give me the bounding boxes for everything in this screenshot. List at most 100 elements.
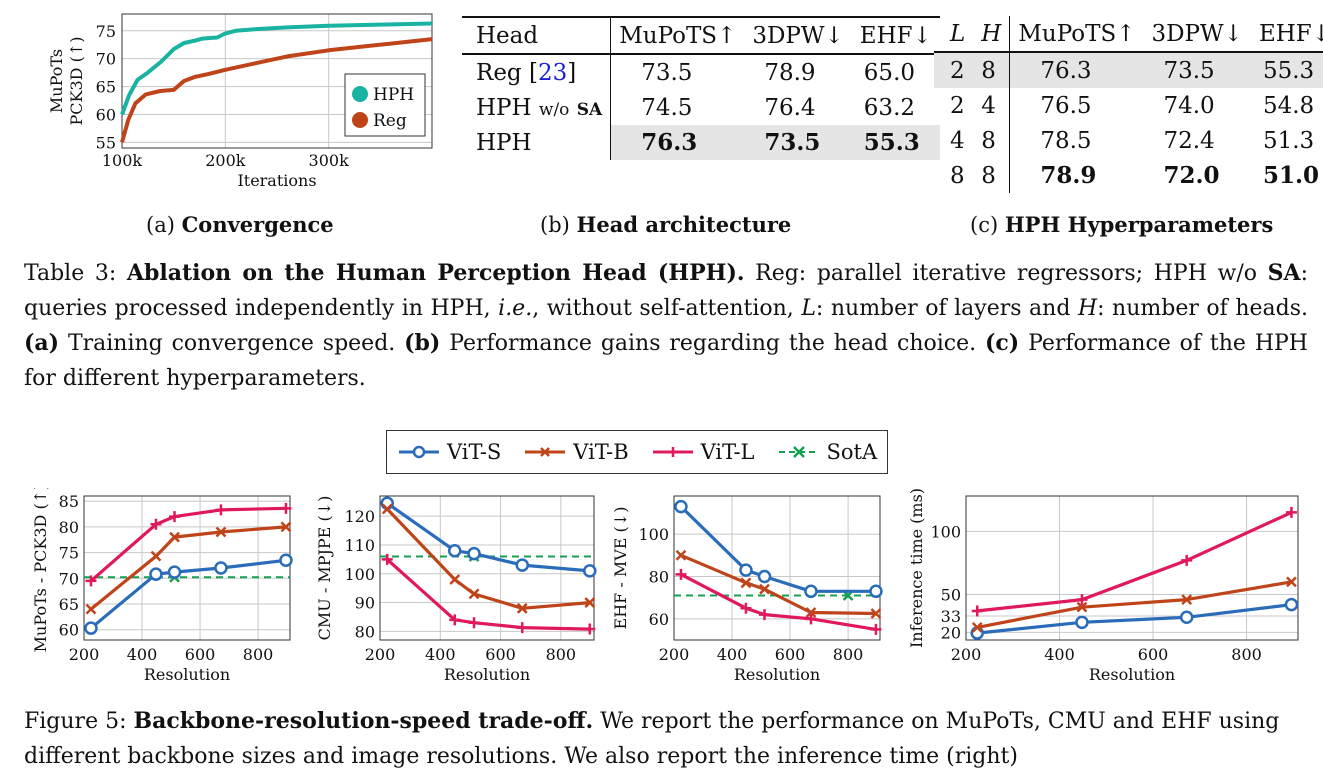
table3-caption: Table 3: Ablation on the Human Perceptio… [24, 256, 1308, 396]
data-point-vit-l [584, 623, 596, 635]
tc-cell: 55.3 [1262, 57, 1315, 84]
tc-cell: 78.5 [1009, 123, 1144, 158]
data-point-vit-l [468, 617, 480, 629]
x-axis-label: Resolution [444, 665, 530, 684]
mupots-chart: 60 65 70 75 80 85 200 400 600 800 Resolution MuPoTs… [31, 488, 293, 684]
caption-text: Performance gains regarding the head cho… [440, 331, 985, 356]
tb-header-mupots: MuPoTS↑ [610, 17, 745, 54]
x-tick-label: 400 [127, 645, 158, 664]
table-row: 4 8 78.5 72.4 51.3 [934, 123, 1323, 158]
y-axis-label: MuPoTs - PCK3D (↑) [31, 488, 50, 652]
tb-cell: 76.4 [764, 94, 816, 121]
plot-frame [965, 495, 1299, 641]
tc-cell: 8 [981, 127, 996, 154]
subcaption-b-label: (b) [540, 213, 570, 237]
data-point-vit-b [280, 521, 292, 533]
y-tick-label: 60 [649, 610, 669, 629]
series-line-vit-l [680, 572, 877, 631]
series-line-reg [120, 37, 433, 143]
x-tick-label: 600 [185, 645, 216, 664]
data-point-vit-l [150, 518, 162, 530]
data-point-vit-b [85, 603, 97, 615]
convergence-ylabel-1: MuPoTs [47, 49, 66, 113]
data-point-vit-l [169, 511, 181, 523]
x-axis-label: Resolution [144, 665, 230, 684]
tb-head-name: Reg [476, 59, 522, 86]
data-point-vit-s [214, 561, 228, 575]
caption-text: Performance of the HPH for different hyp… [24, 331, 1308, 391]
caption-text: : number of heads. [1097, 296, 1308, 321]
table-row: Reg [23] 73.5 78.9 65.0 [462, 54, 940, 90]
tc-cell: 74.0 [1163, 92, 1215, 119]
convergence-ylabel-2: PCK3D (↑) [67, 37, 86, 126]
y-tick-label: 20 [941, 623, 961, 642]
tc-cell: 51.0 [1262, 162, 1319, 189]
data-point-vit-b [449, 574, 461, 585]
legend-hph-marker [352, 86, 368, 102]
data-point-vit-l [280, 502, 292, 514]
y-tick-label: 80 [649, 567, 669, 586]
y-tick-label: 90 [355, 594, 375, 613]
tc-cell: 2 [950, 92, 965, 119]
y-tick-label: 70 [96, 50, 116, 69]
x-tick-label: 400 [717, 645, 748, 664]
y-tick-label: 55 [96, 133, 116, 152]
data-point-vit-b [675, 549, 687, 561]
caption-text: (c) [984, 330, 1020, 356]
legend-vit-s-marker [399, 445, 439, 459]
series-line-vit-l [977, 510, 1293, 613]
tb-cell: 55.3 [851, 125, 940, 160]
x-axis-label: Resolution [1089, 665, 1175, 684]
tc-cell: 8 [981, 162, 996, 189]
legend-sota-label: SotA [826, 440, 878, 464]
citation-link[interactable]: 23 [537, 59, 568, 86]
data-point-vit-b [805, 607, 817, 618]
y-tick-label: 100 [930, 522, 961, 541]
data-point-vit-l [805, 613, 817, 625]
data-point-vit-b [169, 531, 180, 543]
x-tick-label: 300k [309, 151, 350, 170]
tc-cell: 76.5 [1009, 88, 1144, 123]
y-tick-label: 65 [96, 78, 116, 97]
figure5-caption-label: Figure 5: [24, 709, 127, 734]
data-point-vit-b [971, 621, 983, 633]
x-tick-label: 600 [1138, 645, 1169, 664]
x-tick-label: 200 [365, 645, 396, 664]
tc-cell: 72.4 [1163, 127, 1215, 154]
x-axis-label: Resolution [734, 665, 820, 684]
data-point-vit-b [381, 503, 393, 515]
tc-header-3dpw: 3DPW↓ [1151, 20, 1243, 47]
data-point-vit-s [447, 543, 462, 558]
legend-vit-b-label: ViT-B [573, 440, 629, 464]
legend-vit-l: ViT-L [651, 440, 755, 464]
legend-vit-l-label: ViT-L [700, 440, 755, 464]
y-tick-label: 80 [355, 622, 375, 641]
tb-header-ehf: EHF↓ [859, 22, 932, 49]
x-tick-label: 200 [659, 645, 690, 664]
cmu-chart: 80 90 100 110 120 200 400 600 800 Resolution CMU -… [315, 495, 597, 684]
data-point-vit-l [1076, 594, 1088, 606]
tc-cell: 76.3 [1009, 52, 1144, 88]
data-point-vit-s [1284, 597, 1299, 612]
x-tick-label: 200 [69, 645, 100, 664]
legend-sota: SotA [777, 440, 878, 464]
data-point-vit-s [279, 553, 293, 568]
tb-cell: 63.2 [863, 94, 916, 121]
tb-head-name: HPH [476, 94, 532, 121]
data-point-vit-b [516, 602, 528, 614]
caption-text: Reg: parallel iterative regressors; HPH … [744, 261, 1268, 286]
y-tick-label: 60 [96, 106, 116, 125]
tc-header-h: H [981, 20, 1002, 47]
data-point-vit-b [740, 577, 752, 589]
data-point-vit-s [149, 567, 163, 581]
x-tick-label: 200k [205, 151, 246, 170]
tc-cell: 54.8 [1262, 92, 1315, 119]
tb-cell: 73.5 [610, 54, 745, 90]
data-point-vit-s [757, 569, 772, 584]
caption-text: Training convergence speed. [59, 331, 405, 356]
tc-header-mupots: MuPoTS↑ [1009, 16, 1144, 52]
data-point-vit-b [870, 608, 882, 619]
data-point-vit-s [739, 563, 753, 577]
x-tick-label: 400 [425, 645, 456, 664]
legend-vit-b: ViT-B [523, 440, 629, 464]
